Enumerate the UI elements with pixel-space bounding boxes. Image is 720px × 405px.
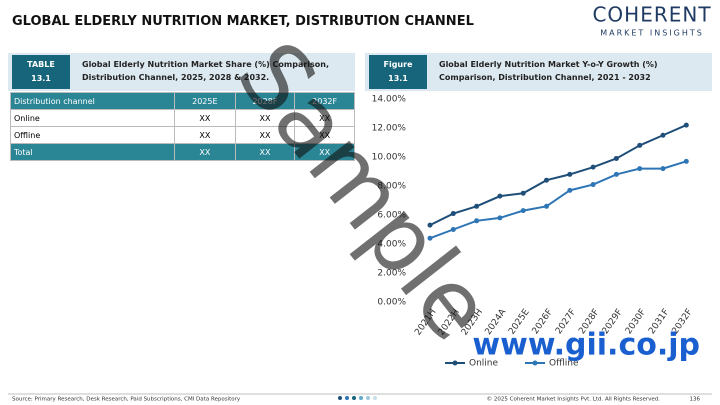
table-cell: XX xyxy=(234,109,296,127)
point xyxy=(590,164,596,170)
point xyxy=(590,182,596,188)
legend-label: Online xyxy=(469,359,498,369)
caption-label: Figure xyxy=(383,60,413,69)
y-tick-label: 4.00% xyxy=(377,240,406,250)
copyright: © 2025 Coherent Market Insights Pvt. Ltd… xyxy=(487,396,661,403)
point xyxy=(683,122,689,128)
x-tick-label: 2032F xyxy=(670,307,694,336)
caption-text: Global Elderly Nutrition Market Share (%… xyxy=(82,60,330,82)
footer-dots xyxy=(338,396,377,400)
point xyxy=(544,203,549,209)
header-cell: 2028F xyxy=(234,92,296,110)
x-tick-label: 2030F xyxy=(624,307,648,336)
source: Source: Primary Research, Desk Research,… xyxy=(12,397,241,403)
point xyxy=(544,177,549,183)
point xyxy=(474,218,480,224)
y-tick-label: 6.00% xyxy=(377,211,406,221)
header-cell: 2025E xyxy=(174,92,236,110)
point xyxy=(520,208,526,214)
point xyxy=(637,166,643,172)
y-tick-label: 2.00% xyxy=(377,269,406,279)
y-tick-label: 14.00% xyxy=(372,95,407,105)
title: GLOBAL ELDERLY NUTRITION MARKET, DISTRIB… xyxy=(12,14,474,29)
table-cell: XX xyxy=(294,126,355,144)
x-tick-label: 2029F xyxy=(601,307,625,336)
page-number: 136 xyxy=(690,397,701,403)
caption-tag: TABLE 13.1 xyxy=(12,55,70,89)
table-row: Total XX XX XX xyxy=(9,143,355,161)
y-tick-label: 12.00% xyxy=(372,124,407,134)
table-cell: Online xyxy=(9,109,176,127)
point xyxy=(613,171,619,177)
header-cell: Distribution channel xyxy=(9,92,176,110)
x-tick-label: 2028F xyxy=(577,307,601,336)
point xyxy=(427,222,433,228)
point xyxy=(660,132,666,138)
point xyxy=(567,187,573,193)
table-cell: XX xyxy=(174,143,236,161)
point xyxy=(613,155,619,161)
point xyxy=(660,166,666,172)
logo-sub: MARKET INSIGHTS xyxy=(600,29,704,38)
caption-text: Global Elderly Nutrition Market Y-o-Y Gr… xyxy=(439,60,658,82)
point xyxy=(497,193,503,199)
x-tick-label: 2027F xyxy=(554,307,578,336)
table-cell: Total xyxy=(9,143,176,161)
legend-marker xyxy=(452,360,458,366)
table-cell: XX xyxy=(234,126,296,144)
header-cell: 2032F xyxy=(294,92,355,110)
point xyxy=(637,142,643,148)
point xyxy=(450,211,456,217)
x-tick-label: 2021H xyxy=(413,307,438,337)
x-tick-label: 2022H xyxy=(437,307,462,337)
point xyxy=(520,190,526,196)
table-cell: XX xyxy=(294,109,355,127)
y-tick-label: 0.00% xyxy=(377,298,406,308)
logo: COHERENT xyxy=(592,3,711,27)
x-tick-label: 2023H xyxy=(460,307,485,337)
table-cell: XX xyxy=(234,143,296,161)
y-tick-label: 10.00% xyxy=(372,153,407,163)
x-tick-label: 2025E xyxy=(507,307,532,336)
caption-label: TABLE xyxy=(27,60,55,69)
caption-number: 13.1 xyxy=(388,74,408,83)
legend-label: Offline xyxy=(549,359,579,369)
caption-number: 13.1 xyxy=(31,74,51,83)
table-caption: TABLE 13.1 Global Elderly Nutrition Marke… xyxy=(8,53,355,91)
point xyxy=(567,171,573,177)
header-row: Distribution channel 2025E 2028F 2032F xyxy=(9,92,355,110)
x-tick-label: 2031F xyxy=(647,307,671,336)
point xyxy=(427,235,433,241)
table-cell: XX xyxy=(174,109,236,127)
figure-caption: Figure 13.1 Global Elderly Nutrition Mark… xyxy=(365,53,712,91)
table-cell: XX xyxy=(294,143,355,161)
series-line xyxy=(429,124,687,227)
caption-tag: Figure 13.1 xyxy=(369,55,427,89)
point xyxy=(683,158,689,164)
table-cell: Offline xyxy=(9,126,176,144)
point xyxy=(497,215,503,221)
point xyxy=(474,203,480,209)
y-tick-label: 8.00% xyxy=(377,182,406,192)
x-tick-label: 2026F xyxy=(531,307,555,336)
series-line xyxy=(429,160,687,240)
x-tick-label: 2024A xyxy=(484,307,509,337)
table-row: Online XX XX XX xyxy=(9,109,355,127)
table: Distribution channel 2025E 2028F 2032F Onlin… xyxy=(9,92,355,161)
table-cell: XX xyxy=(174,126,236,144)
point xyxy=(450,227,456,232)
table-row: Offline XX XX XX xyxy=(9,126,355,144)
legend-marker xyxy=(532,360,538,366)
